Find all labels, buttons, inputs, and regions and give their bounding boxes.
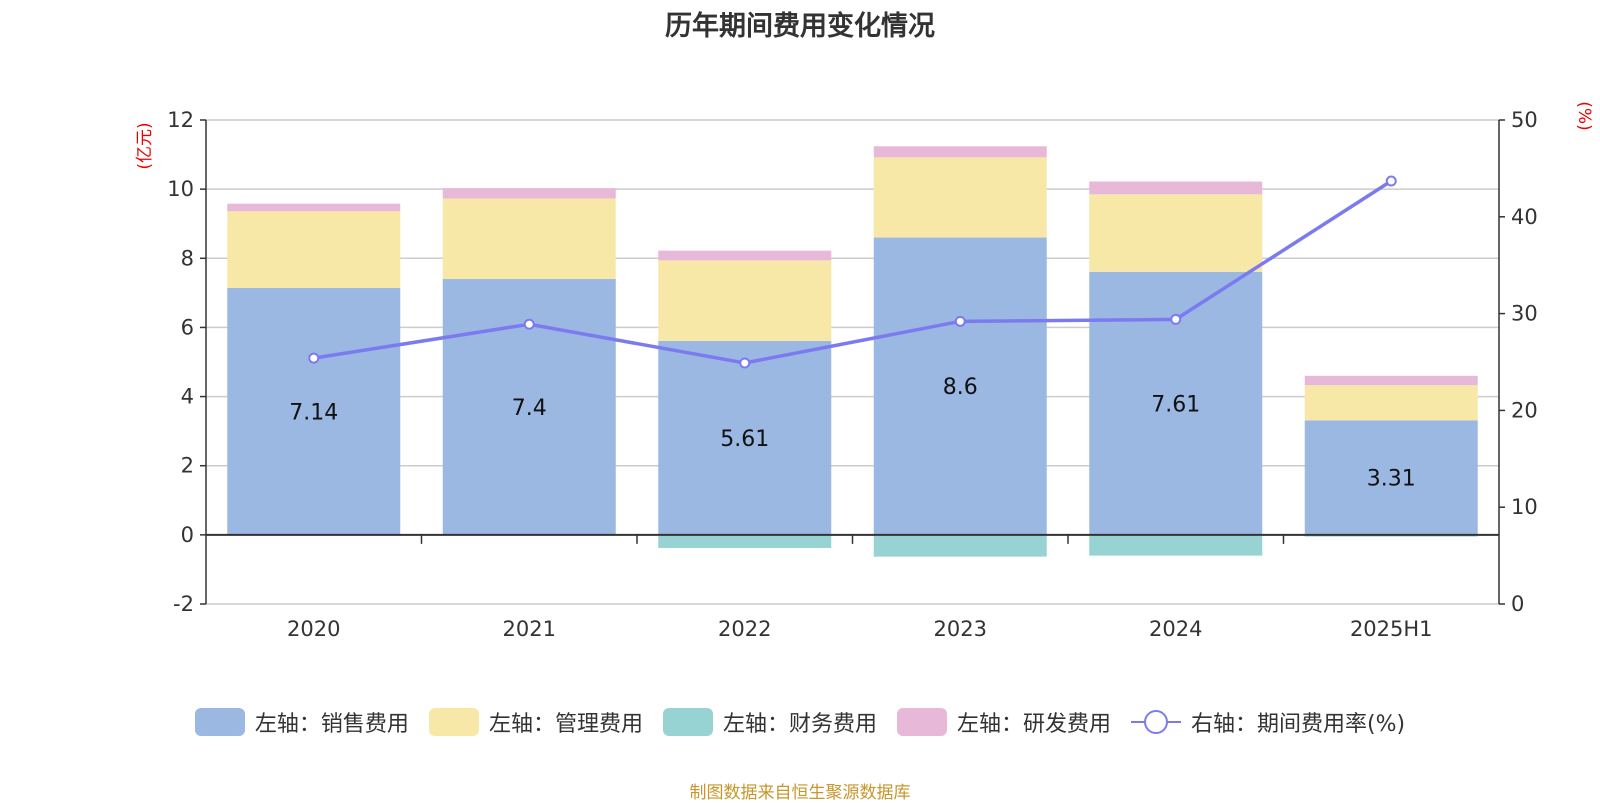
expense-rate-point-2020 <box>308 352 320 364</box>
legend-label-expense-rate: 右轴：期间费用率(%) <box>1190 712 1406 737</box>
right-tick-label: 30 <box>1511 302 1538 326</box>
bar-2025H1-series-1 <box>1304 385 1478 421</box>
bar-2023-series-2 <box>873 534 1047 557</box>
category-label-2020: 2020 <box>287 617 340 641</box>
category-label-2023: 2023 <box>934 617 987 641</box>
legend-item-expense-rate[interactable]: 右轴：期间费用率(%) <box>1130 706 1406 738</box>
category-label-2022: 2022 <box>718 617 771 641</box>
bar-2021-series-3 <box>442 188 616 199</box>
bar-2021-series-1 <box>442 198 616 280</box>
left-tick-label: 10 <box>167 177 194 201</box>
bar-2023-series-1 <box>873 157 1047 238</box>
bar-2022-series-1 <box>658 260 832 341</box>
bar-2022-series-0 <box>658 340 832 535</box>
bar-2024-series-1 <box>1089 194 1263 272</box>
expense-rate-point-2022 <box>739 357 751 369</box>
source-note: 制图数据来自恒生聚源数据库 <box>689 783 911 803</box>
category-label-2021: 2021 <box>503 617 556 641</box>
right-tick-label: 50 <box>1511 108 1538 132</box>
category-label-2024: 2024 <box>1149 617 1202 641</box>
legend-swatch-finance <box>662 708 713 736</box>
data-label-2020: 7.14 <box>289 400 338 425</box>
expense-rate-point-2021 <box>523 318 535 330</box>
bar-2022-series-2 <box>658 534 832 548</box>
expense-rate-point-2025H1 <box>1385 175 1397 187</box>
legend-label-sales: 左轴：销售费用 <box>254 712 409 737</box>
chart-title: 历年期间费用变化情况 <box>665 11 935 42</box>
bar-2020-series-3 <box>227 203 401 212</box>
right-tick-label: 20 <box>1511 398 1538 422</box>
bar-2025H1-series-3 <box>1304 375 1478 386</box>
expense-rate-line <box>313 179 1393 365</box>
legend-item-rnd[interactable]: 左轴：研发费用 <box>896 706 1111 738</box>
legend: 左轴：销售费用 左轴：管理费用 左轴：财务费用 左轴：研发费用 右轴：期间费用率… <box>0 706 1600 738</box>
legend-swatch-sales <box>194 708 245 736</box>
category-label-2025H1: 2025H1 <box>1350 617 1433 641</box>
legend-swatch-rnd <box>896 708 947 736</box>
data-label-2021: 7.4 <box>512 396 547 421</box>
legend-item-admin[interactable]: 左轴：管理费用 <box>428 706 643 738</box>
left-tick-label: 4 <box>181 385 194 409</box>
bar-2024-series-2 <box>1089 534 1263 556</box>
left-tick-label: 6 <box>181 315 194 339</box>
left-tick-label: 12 <box>167 108 194 132</box>
legend-item-finance[interactable]: 左轴：财务费用 <box>662 706 877 738</box>
right-tick-label: 10 <box>1511 495 1538 519</box>
left-axis-unit: (亿元) <box>135 122 155 169</box>
left-tick-label: 8 <box>181 246 194 270</box>
left-tick-label: -2 <box>173 592 194 616</box>
legend-line-marker-icon <box>1130 708 1181 736</box>
bar-2023-series-3 <box>873 146 1047 158</box>
bar-2023-series-0 <box>873 237 1047 535</box>
bar-2025H1-series-0 <box>1304 420 1478 535</box>
expense-rate-point-2023 <box>954 315 966 327</box>
expense-rate-point-2024 <box>1170 313 1182 325</box>
bar-2020-series-0 <box>227 288 401 535</box>
data-label-2023: 8.6 <box>943 375 978 400</box>
legend-label-admin: 左轴：管理费用 <box>488 712 643 737</box>
legend-label-finance: 左轴：财务费用 <box>722 712 877 737</box>
legend-label-rnd: 左轴：研发费用 <box>956 712 1111 737</box>
legend-swatch-admin <box>428 708 479 736</box>
bar-2020-series-1 <box>227 211 401 289</box>
left-tick-label: 0 <box>181 523 194 547</box>
data-label-2025H1: 3.31 <box>1367 467 1416 492</box>
bar-2022-series-3 <box>658 250 832 261</box>
legend-item-sales[interactable]: 左轴：销售费用 <box>194 706 409 738</box>
left-tick-label: 2 <box>181 454 194 478</box>
data-label-2024: 7.61 <box>1151 392 1200 417</box>
bar-2024-series-3 <box>1089 181 1263 195</box>
right-axis-unit: (%) <box>1574 101 1594 130</box>
right-tick-label: 40 <box>1511 205 1538 229</box>
data-label-2022: 5.61 <box>720 427 769 452</box>
right-tick-label: 0 <box>1511 592 1524 616</box>
